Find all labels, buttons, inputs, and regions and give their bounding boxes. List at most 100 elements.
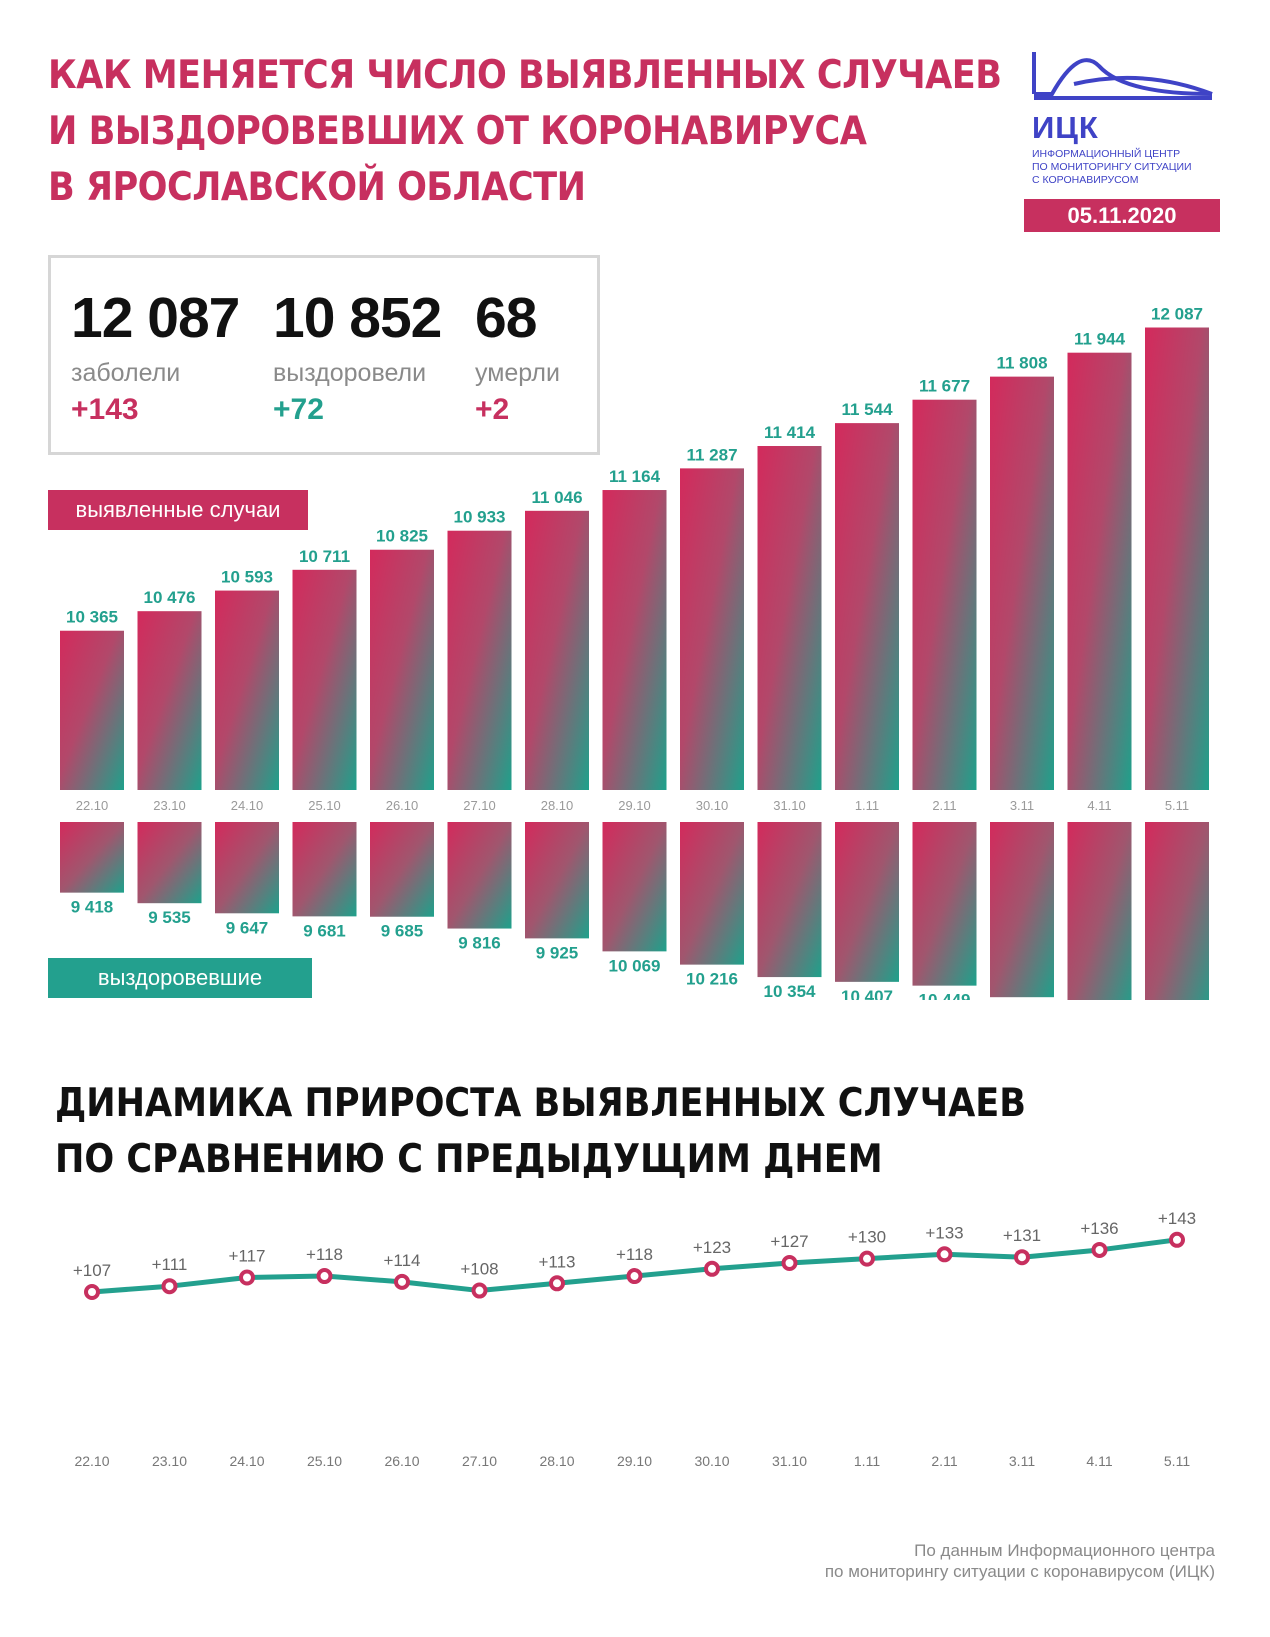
subtitle-line: Динамика прироста выявленных случаев <box>55 1081 1026 1126</box>
bar-recovered <box>1145 822 1209 1000</box>
bar-label-cases: 10 593 <box>221 568 273 587</box>
bar-label-recovered: 9 647 <box>226 918 269 937</box>
growth-point <box>316 1268 333 1285</box>
bar-cases <box>215 590 279 790</box>
bar-recovered <box>680 822 744 965</box>
bar-recovered <box>447 822 512 929</box>
bar-recovered <box>60 822 124 893</box>
bar-cases <box>835 423 899 790</box>
bar-label-recovered: 9 816 <box>458 934 501 953</box>
stat-delta: +2 <box>475 393 510 426</box>
x-tick-label: 23.10 <box>153 798 186 813</box>
stat-cases: 12 087 заболели +143 <box>71 288 240 428</box>
growth-label: +108 <box>460 1260 498 1279</box>
x-tick-label: 27.10 <box>463 798 496 813</box>
logo-desc-line: с коронавирусом <box>1032 174 1139 186</box>
x-tick-label: 3.11 <box>1010 798 1034 813</box>
x-tick-label: 26.10 <box>386 798 419 813</box>
x-tick-label: 24.10 <box>229 1453 264 1469</box>
bar-recovered <box>215 822 279 914</box>
x-tick-label: 29.10 <box>617 1453 652 1469</box>
title-line: Как меняется число выявленных случаев <box>48 53 1002 98</box>
logo-description: Информационный центр по мониторингу ситу… <box>1032 148 1232 187</box>
bar-label-cases: 11 544 <box>841 400 893 419</box>
bar-label-cases: 10 711 <box>299 547 350 566</box>
bar-cases <box>990 376 1054 790</box>
bar-cases <box>1067 352 1132 790</box>
x-tick-label: 5.11 <box>1165 798 1189 813</box>
bar-label-recovered: 10 216 <box>686 970 738 989</box>
bar-cases <box>757 446 822 790</box>
growth-point <box>936 1246 953 1263</box>
growth-label: +133 <box>925 1223 963 1242</box>
x-tick-label: 5.11 <box>1164 1453 1190 1469</box>
growth-point <box>471 1282 488 1299</box>
bar-cases <box>525 510 589 790</box>
x-tick-label: 31.10 <box>773 798 806 813</box>
growth-label: +123 <box>693 1238 731 1257</box>
stat-label: выздоровели <box>273 359 427 387</box>
x-tick-label: 27.10 <box>462 1453 497 1469</box>
growth-point <box>161 1278 178 1295</box>
bar-recovered <box>990 822 1054 998</box>
logo-abbr: ИЦК <box>1032 110 1099 145</box>
source-line: По данным Информационного центра <box>914 1541 1215 1560</box>
growth-point <box>1091 1241 1108 1258</box>
bar-label-recovered: 10 069 <box>609 956 661 975</box>
bar-cases <box>447 530 512 790</box>
bar-label-cases: 11 808 <box>996 354 1047 373</box>
x-tick-label: 25.10 <box>307 1453 342 1469</box>
x-tick-label: 23.10 <box>152 1453 187 1469</box>
bar-label-cases: 11 677 <box>919 377 970 396</box>
logo-desc-line: Информационный центр <box>1032 148 1181 160</box>
stat-deaths: 68 умерли +2 <box>475 288 560 428</box>
bar-cases <box>912 399 977 790</box>
bar-label-cases: 10 933 <box>454 508 506 527</box>
growth-label: +130 <box>848 1228 886 1247</box>
bar-cases <box>602 490 667 790</box>
growth-label: +143 <box>1158 1209 1196 1228</box>
growth-point <box>1169 1231 1185 1248</box>
bar-label-cases: 11 164 <box>609 467 661 486</box>
stat-delta: +72 <box>273 393 324 426</box>
source-line: по мониторингу ситуации с коронавирусом … <box>824 1562 1215 1581</box>
growth-point <box>781 1255 798 1271</box>
source-note: По данным Информационного центра по мони… <box>825 1540 1215 1582</box>
x-tick-label: 29.10 <box>618 798 651 813</box>
stat-value: 10 852 <box>273 286 442 350</box>
x-tick-label: 1.11 <box>855 798 879 813</box>
growth-label: +113 <box>538 1252 575 1271</box>
growth-point <box>394 1273 410 1290</box>
stat-recovered: 10 852 выздоровели +72 <box>273 286 442 428</box>
x-tick-label: 4.11 <box>1087 798 1111 813</box>
stats-summary: 12 087 заболели +143 10 852 выздоровели … <box>48 255 600 455</box>
bar-label-recovered: 9 685 <box>381 922 424 941</box>
bar-recovered <box>1067 822 1132 1000</box>
bar-label-recovered: 10 449 <box>919 991 971 1000</box>
x-tick-label: 2.11 <box>931 1453 957 1469</box>
bar-label-cases: 10 365 <box>66 608 118 627</box>
page-title: Как меняется число выявленных случаев и … <box>48 48 1002 216</box>
growth-label: +136 <box>1080 1219 1118 1238</box>
growth-label: +111 <box>152 1255 188 1274</box>
title-line: и выздоровевших от коронавируса <box>48 109 867 154</box>
bar-label-recovered: 9 925 <box>536 943 579 962</box>
x-tick-label: 26.10 <box>384 1453 419 1469</box>
bar-label-cases: 11 414 <box>764 423 816 442</box>
x-tick-label: 25.10 <box>308 798 341 813</box>
x-tick-label: 24.10 <box>231 798 264 813</box>
x-tick-label: 28.10 <box>541 798 574 813</box>
bar-cases <box>292 569 357 790</box>
bar-recovered <box>292 822 357 917</box>
growth-label: +118 <box>306 1245 343 1264</box>
growth-point <box>84 1284 100 1300</box>
bar-label-recovered: 9 681 <box>303 921 346 940</box>
bar-cases <box>370 549 434 790</box>
growth-label: +131 <box>1003 1226 1041 1245</box>
bar-recovered <box>370 822 434 917</box>
x-tick-label: 22.10 <box>76 798 109 813</box>
x-tick-label: 30.10 <box>696 798 729 813</box>
bar-cases <box>680 468 744 790</box>
bar-cases <box>137 611 202 790</box>
subtitle-line: по сравнению с предыдущим днем <box>55 1137 883 1182</box>
